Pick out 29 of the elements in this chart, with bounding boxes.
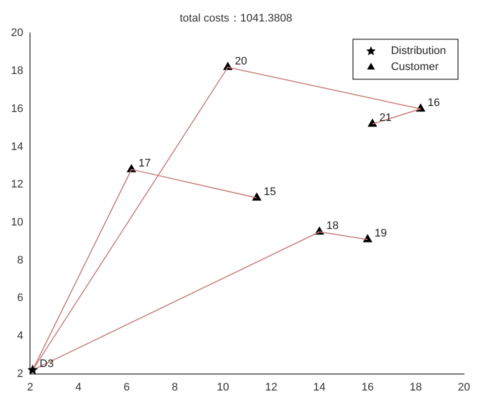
- legend-label: Customer: [390, 61, 439, 74]
- x-tick-label: 2: [27, 381, 34, 394]
- y-tick-label: 2: [17, 368, 24, 380]
- x-tick-label: 20: [458, 381, 470, 394]
- y-tick-label: 12: [10, 178, 24, 191]
- y-tick-label: 4: [17, 330, 24, 342]
- annotation: 19: [374, 227, 387, 240]
- y-tick-label: 14: [10, 140, 24, 153]
- y-tick-label: 8: [17, 254, 24, 266]
- legend-label: Distribution: [390, 45, 446, 58]
- y-tick-label: 18: [10, 65, 24, 78]
- annotation: 16: [428, 96, 440, 109]
- y-tick-label: 20: [10, 27, 24, 40]
- annotation: 17: [138, 157, 151, 170]
- x-tick-label: 12: [265, 381, 278, 394]
- annotation: 20: [234, 55, 248, 68]
- y-tick-label: 10: [10, 216, 24, 228]
- y-tick-label: 16: [10, 102, 24, 115]
- annotation: 15: [264, 186, 276, 198]
- x-tick-label: 4: [75, 381, 82, 394]
- x-tick-label: 16: [361, 381, 374, 394]
- y-tick-label: 6: [17, 292, 24, 304]
- x-tick-label: 8: [172, 381, 178, 394]
- x-tick-label: 14: [313, 381, 326, 394]
- x-tick-label: 6: [124, 381, 130, 394]
- chart-title: total costs：1041.3808: [180, 12, 292, 25]
- annotation: 18: [326, 220, 339, 232]
- x-tick-label: 18: [410, 381, 422, 394]
- x-tick-label: 10: [216, 381, 230, 394]
